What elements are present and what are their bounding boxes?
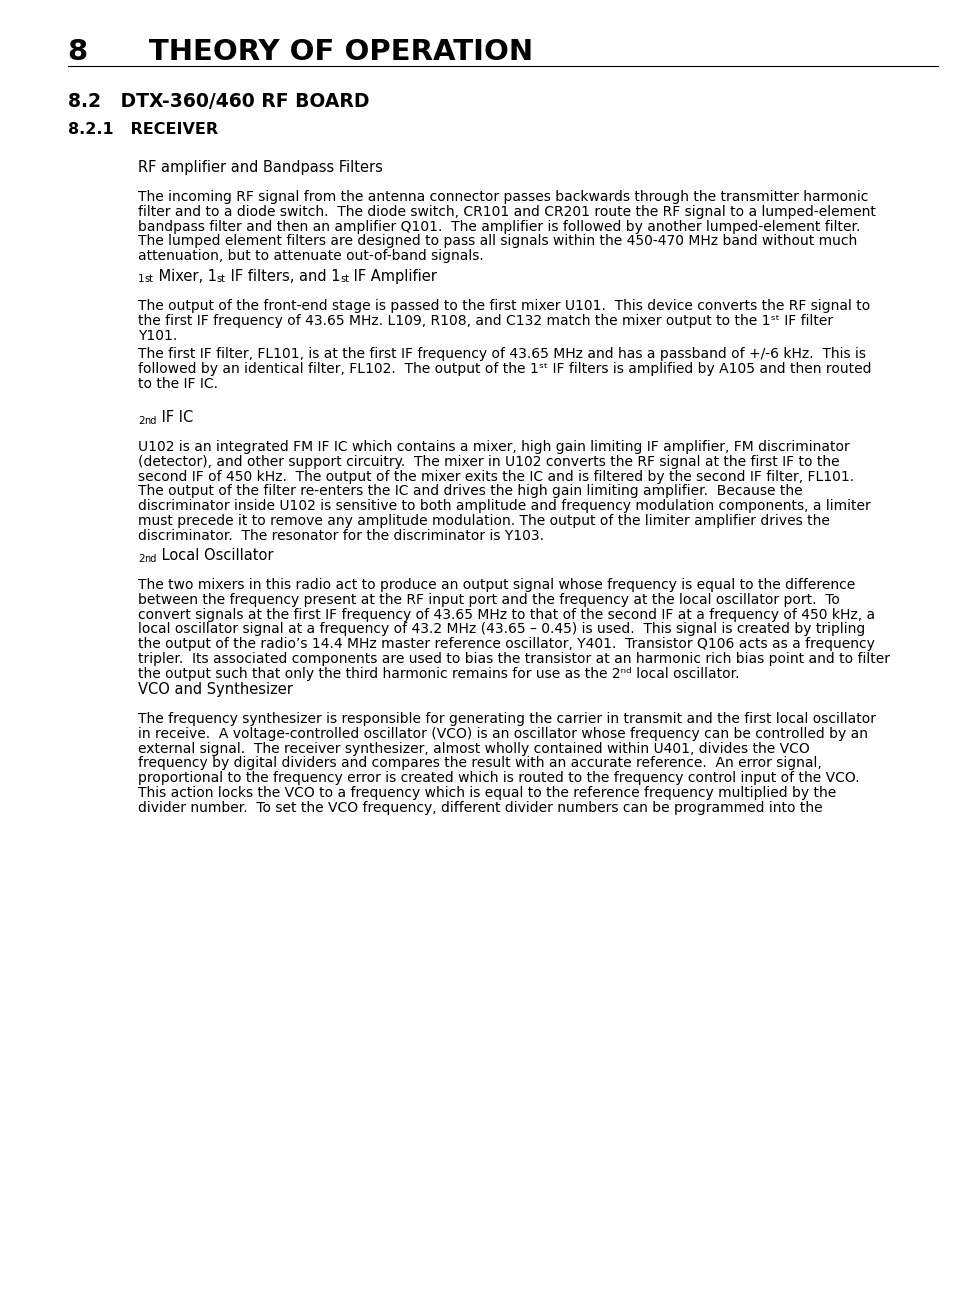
Text: IF Amplifier: IF Amplifier: [349, 269, 437, 284]
Text: This action locks the VCO to a frequency which is equal to the reference frequen: This action locks the VCO to a frequency…: [138, 786, 836, 799]
Text: 8.2   DTX-360/460 RF BOARD: 8.2 DTX-360/460 RF BOARD: [68, 93, 369, 111]
Text: discriminator inside U102 is sensitive to both amplitude and frequency modulatio: discriminator inside U102 is sensitive t…: [138, 499, 870, 514]
Text: filter and to a diode switch.  The diode switch, CR101 and CR201 route the RF si: filter and to a diode switch. The diode …: [138, 205, 876, 219]
Text: divider number.  To set the VCO frequency, different divider numbers can be prog: divider number. To set the VCO frequency…: [138, 801, 823, 815]
Text: nd: nd: [145, 416, 157, 425]
Text: tripler.  Its associated components are used to bias the transistor at an harmon: tripler. Its associated components are u…: [138, 652, 890, 666]
Text: between the frequency present at the RF input port and the frequency at the loca: between the frequency present at the RF …: [138, 593, 840, 606]
Text: st: st: [217, 275, 225, 284]
Text: The first IF filter, FL101, is at the first IF frequency of 43.65 MHz and has a : The first IF filter, FL101, is at the fi…: [138, 347, 866, 361]
Text: in receive.  A voltage-controlled oscillator (VCO) is an oscillator whose freque: in receive. A voltage-controlled oscilla…: [138, 726, 868, 741]
Text: RF amplifier and Bandpass Filters: RF amplifier and Bandpass Filters: [138, 160, 383, 175]
Text: The incoming RF signal from the antenna connector passes backwards through the t: The incoming RF signal from the antenna …: [138, 190, 868, 203]
Text: 8.2.1   RECEIVER: 8.2.1 RECEIVER: [68, 123, 219, 137]
Text: Local Oscillator: Local Oscillator: [157, 548, 274, 563]
Text: proportional to the frequency error is created which is routed to the frequency : proportional to the frequency error is c…: [138, 771, 860, 785]
Text: attenuation, but to attenuate out-of-band signals.: attenuation, but to attenuate out-of-ban…: [138, 249, 484, 263]
Text: Y101.: Y101.: [138, 329, 177, 343]
Text: to the IF IC.: to the IF IC.: [138, 377, 218, 391]
Text: Mixer, 1: Mixer, 1: [154, 269, 217, 284]
Text: U102 is an integrated FM IF IC which contains a mixer, high gain limiting IF amp: U102 is an integrated FM IF IC which con…: [138, 439, 850, 454]
Text: followed by an identical filter, FL102.  The output of the 1ˢᵗ IF filters is amp: followed by an identical filter, FL102. …: [138, 361, 871, 376]
Text: 8      THEORY OF OPERATION: 8 THEORY OF OPERATION: [68, 38, 533, 67]
Text: VCO and Synthesizer: VCO and Synthesizer: [138, 682, 293, 698]
Text: convert signals at the first IF frequency of 43.65 MHz to that of the second IF : convert signals at the first IF frequenc…: [138, 608, 875, 622]
Text: The output of the filter re-enters the IC and drives the high gain limiting ampl: The output of the filter re-enters the I…: [138, 484, 803, 498]
Text: local oscillator signal at a frequency of 43.2 MHz (43.65 – 0.45) is used.  This: local oscillator signal at a frequency o…: [138, 622, 865, 636]
Text: IF filters, and 1: IF filters, and 1: [225, 269, 340, 284]
Text: discriminator.  The resonator for the discriminator is Y103.: discriminator. The resonator for the dis…: [138, 529, 544, 542]
Text: 1: 1: [138, 275, 145, 284]
Text: 2: 2: [138, 553, 145, 563]
Text: IF IC: IF IC: [157, 409, 193, 425]
Text: The frequency synthesizer is responsible for generating the carrier in transmit : The frequency synthesizer is responsible…: [138, 712, 876, 726]
Text: the output such that only the third harmonic remains for use as the 2ⁿᵈ local os: the output such that only the third harm…: [138, 666, 740, 681]
Text: bandpass filter and then an amplifier Q101.  The amplifier is followed by anothe: bandpass filter and then an amplifier Q1…: [138, 219, 861, 233]
Text: The output of the front-end stage is passed to the first mixer U101.  This devic: The output of the front-end stage is pas…: [138, 299, 870, 313]
Text: The lumped element filters are designed to pass all signals within the 450-470 M: The lumped element filters are designed …: [138, 235, 858, 248]
Text: (detector), and other support circuitry.  The mixer in U102 converts the RF sign: (detector), and other support circuitry.…: [138, 455, 839, 469]
Text: The two mixers in this radio act to produce an output signal whose frequency is : The two mixers in this radio act to prod…: [138, 578, 855, 592]
Text: frequency by digital dividers and compares the result with an accurate reference: frequency by digital dividers and compar…: [138, 756, 822, 771]
Text: the first IF frequency of 43.65 MHz. L109, R108, and C132 match the mixer output: the first IF frequency of 43.65 MHz. L10…: [138, 314, 834, 327]
Text: 2: 2: [138, 416, 145, 425]
Text: nd: nd: [145, 553, 157, 563]
Text: external signal.  The receiver synthesizer, almost wholly contained within U401,: external signal. The receiver synthesize…: [138, 742, 809, 755]
Text: the output of the radio’s 14.4 MHz master reference oscillator, Y401.  Transisto: the output of the radio’s 14.4 MHz maste…: [138, 638, 875, 651]
Text: second IF of 450 kHz.  The output of the mixer exits the IC and is filtered by t: second IF of 450 kHz. The output of the …: [138, 469, 854, 484]
Text: st: st: [145, 275, 154, 284]
Text: must precede it to remove any amplitude modulation. The output of the limiter am: must precede it to remove any amplitude …: [138, 514, 830, 528]
Text: st: st: [340, 275, 349, 284]
